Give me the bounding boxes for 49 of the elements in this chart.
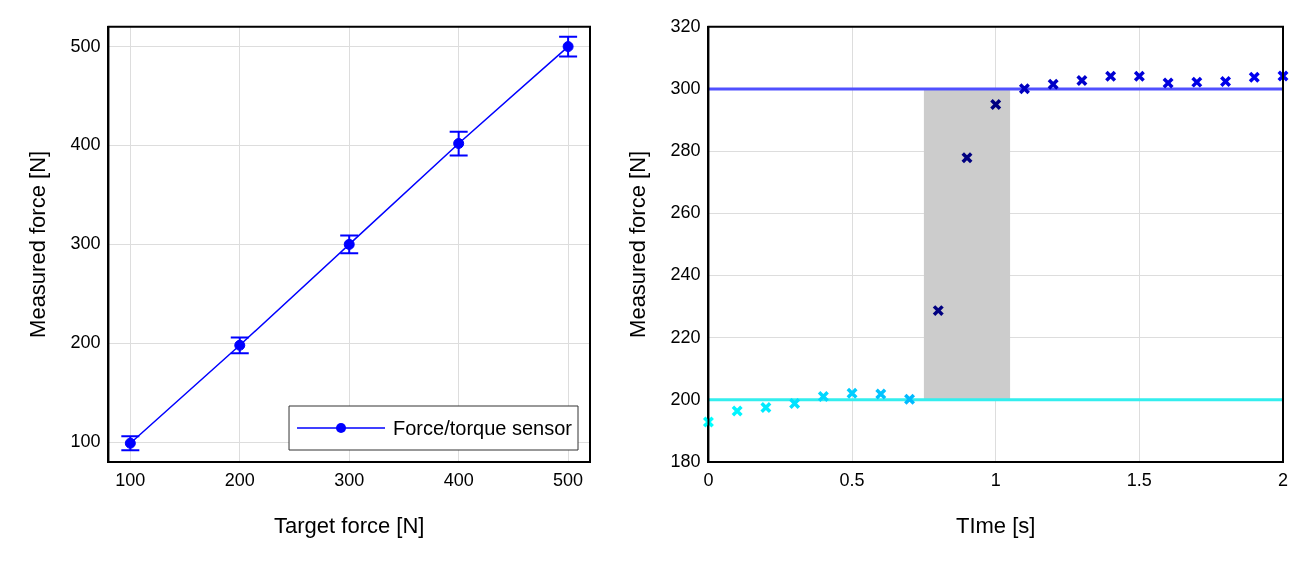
point [1248,71,1261,84]
y-tick-label: 200 [70,332,101,353]
point [817,390,830,403]
x-tick-label: 200 [224,469,255,490]
y-tick-label: 500 [70,35,101,56]
point [731,405,744,418]
x-tick-label: 500 [553,469,584,490]
point [702,415,715,428]
x-tick-label: 0.5 [839,469,865,490]
y-tick-label: 100 [70,431,101,452]
point [788,397,801,410]
point [1104,70,1117,83]
y-tick-label: 200 [670,388,701,409]
y-tick-label: 240 [670,264,701,285]
y-tick-label: 300 [670,77,701,98]
x-tick-label: 400 [443,469,474,490]
y-tick-label: 180 [670,450,701,471]
x-tick-label: 2 [1277,469,1289,490]
point [1219,75,1232,88]
x-tick-label: 1 [990,469,1001,490]
y-tick-label: 280 [670,140,701,161]
point [989,98,1002,111]
x-tick-label: 1.5 [1126,469,1152,490]
point [1047,78,1060,91]
point [1133,70,1146,83]
y-tick-label: 400 [70,134,101,155]
y-tick-label: 300 [70,233,101,254]
point [903,393,916,406]
y-tick-label: 320 [670,15,701,36]
point [846,387,859,400]
point [932,304,945,317]
x-axis-title: Target force [N] [274,512,425,538]
y-axis-title: Measured force [N] [25,150,51,338]
x-tick-label: 0 [703,469,714,490]
y-tick-label: 220 [670,326,701,347]
point [961,151,973,164]
x-axis-title: TIme [s] [955,512,1036,538]
y-axis-title: Measured force [N] [625,150,651,338]
point [1190,76,1203,89]
point [759,401,772,414]
point [1277,69,1289,82]
x-tick-label: 300 [334,469,365,490]
legend-label: Force/torque sensor [393,416,573,439]
point [1162,77,1175,90]
x-tick-label: 100 [115,469,146,490]
y-tick-label: 260 [670,202,701,223]
point [874,387,887,400]
point [1075,74,1088,87]
point [1018,82,1031,95]
